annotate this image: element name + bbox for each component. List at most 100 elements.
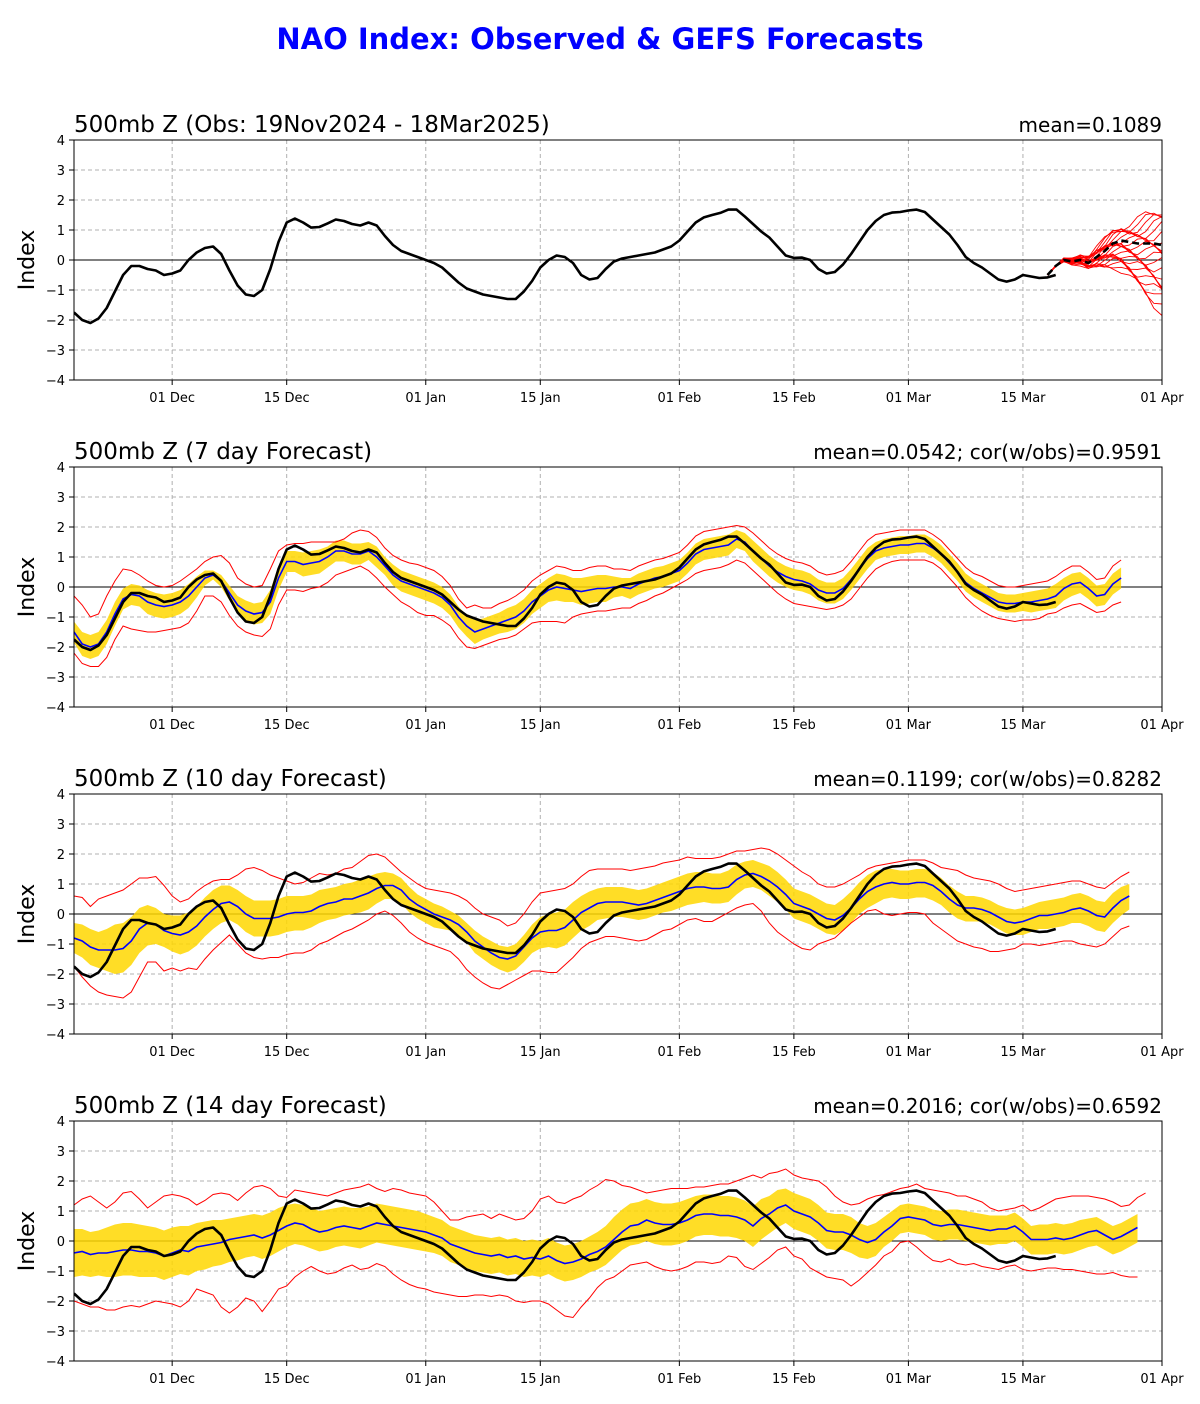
- x-tick-label: 15 Jan: [520, 1372, 561, 1387]
- y-tick-label: −2: [46, 314, 65, 329]
- observed-line: [74, 1189, 1057, 1306]
- ensemble-member-line: [1047, 214, 1162, 276]
- panel-plot-area: [74, 1168, 1146, 1319]
- panel-title: 500mb Z (Obs: 19Nov2024 - 18Mar2025): [74, 112, 550, 138]
- ensemble-member-line: [1047, 261, 1162, 295]
- panel-frame: [73, 1120, 1163, 1362]
- y-tick-label: 0: [57, 1235, 65, 1250]
- x-tick-label: 15 Dec: [264, 1372, 310, 1387]
- x-tick-label: 15 Mar: [1000, 391, 1046, 406]
- y-tick-label: −1: [46, 938, 65, 953]
- y-tick-label: 1: [57, 878, 65, 893]
- envelope-upper-line: [74, 1168, 1146, 1221]
- x-tick-label: 01 Dec: [149, 1045, 195, 1060]
- y-tick-label: −2: [46, 968, 65, 983]
- y-tick-label: 4: [57, 1115, 65, 1130]
- y-tick-label: −4: [46, 374, 65, 389]
- panel-frame: [73, 466, 1163, 708]
- y-tick-label: 2: [57, 194, 65, 209]
- y-tick-label: −4: [46, 701, 65, 716]
- x-tick-label: 01 Apr: [1140, 1045, 1184, 1060]
- y-tick-label: 3: [57, 164, 65, 179]
- ensemble-mean-line: [74, 1204, 1138, 1265]
- y-tick-label: −3: [46, 1325, 65, 1340]
- y-tick-label: 2: [57, 848, 65, 863]
- x-tick-label: 01 Mar: [886, 1372, 932, 1387]
- y-tick-label: −2: [46, 1295, 65, 1310]
- y-axis-label: Index: [15, 230, 40, 291]
- x-tick-label: 01 Dec: [149, 718, 195, 733]
- panel-frame: [73, 139, 1163, 381]
- x-tick-label: 15 Jan: [520, 718, 561, 733]
- y-tick-label: −2: [46, 641, 65, 656]
- ensemble-member-line: [1047, 259, 1162, 316]
- spread-band: [74, 530, 1122, 659]
- panel-stat: mean=0.1199; cor(w/obs)=0.8282: [813, 767, 1162, 791]
- y-tick-label: 0: [57, 581, 65, 596]
- y-tick-label: 1: [57, 1205, 65, 1220]
- x-tick-label: 15 Mar: [1000, 1045, 1046, 1060]
- x-tick-label: 15 Jan: [520, 1045, 561, 1060]
- x-tick-label: 01 Feb: [658, 718, 702, 733]
- x-tick-label: 15 Feb: [772, 1372, 816, 1387]
- y-tick-label: 1: [57, 551, 65, 566]
- y-tick-label: −1: [46, 611, 65, 626]
- y-tick-label: 2: [57, 1175, 65, 1190]
- x-tick-label: 01 Feb: [658, 391, 702, 406]
- y-axis-label: Index: [15, 1211, 40, 1272]
- envelope-upper-line: [74, 847, 1130, 927]
- y-tick-label: 0: [57, 254, 65, 269]
- x-tick-label: 15 Mar: [1000, 718, 1046, 733]
- y-axis-label: Index: [15, 884, 40, 945]
- x-tick-label: 01 Apr: [1140, 391, 1184, 406]
- y-tick-label: −1: [46, 1265, 65, 1280]
- x-tick-label: 01 Dec: [149, 391, 195, 406]
- panel-stat: mean=0.2016; cor(w/obs)=0.6592: [813, 1094, 1162, 1118]
- x-tick-label: 15 Jan: [520, 391, 561, 406]
- x-tick-label: 01 Apr: [1140, 1372, 1184, 1387]
- panel-title: 500mb Z (14 day Forecast): [74, 1093, 387, 1119]
- x-tick-label: 01 Feb: [658, 1045, 702, 1060]
- envelope-lower-line: [74, 1240, 1138, 1319]
- x-tick-label: 15 Dec: [264, 718, 310, 733]
- y-tick-label: −4: [46, 1028, 65, 1043]
- x-tick-label: 01 Feb: [658, 1372, 702, 1387]
- observed-line: [74, 208, 1057, 325]
- panel-1: 500mb Z (Obs: 19Nov2024 - 18Mar2025) mean…: [15, 112, 1184, 406]
- panel-plot-area: [74, 524, 1122, 667]
- envelope-lower-line: [74, 559, 1122, 667]
- observed-line: [74, 535, 1057, 652]
- y-tick-label: −3: [46, 344, 65, 359]
- x-tick-label: 15 Dec: [264, 391, 310, 406]
- y-tick-label: 3: [57, 1145, 65, 1160]
- y-tick-label: 4: [57, 134, 65, 149]
- spread-band: [74, 1188, 1138, 1282]
- ensemble-member-line: [1047, 257, 1162, 290]
- x-tick-label: 01 Mar: [886, 391, 932, 406]
- panel-4: 500mb Z (14 day Forecast) mean=0.2016; co…: [15, 1093, 1184, 1387]
- y-axis-label: Index: [15, 557, 40, 618]
- panel-frame: [73, 793, 1163, 1035]
- x-tick-label: 15 Feb: [772, 1045, 816, 1060]
- y-tick-label: 0: [57, 908, 65, 923]
- x-tick-label: 01 Jan: [405, 718, 446, 733]
- envelope-upper-line: [74, 524, 1122, 618]
- panel-title: 500mb Z (7 day Forecast): [74, 439, 372, 465]
- y-tick-label: −3: [46, 671, 65, 686]
- x-tick-label: 01 Jan: [405, 391, 446, 406]
- x-tick-label: 15 Dec: [264, 1045, 310, 1060]
- panel-plot-area: [74, 847, 1130, 999]
- main-title: NAO Index: Observed & GEFS Forecasts: [276, 22, 924, 56]
- y-tick-label: 3: [57, 818, 65, 833]
- y-tick-label: 3: [57, 491, 65, 506]
- y-tick-label: −1: [46, 284, 65, 299]
- panel-stat: mean=0.1089: [1019, 113, 1162, 137]
- y-tick-label: −3: [46, 998, 65, 1013]
- panel-plot-area: [74, 208, 1162, 325]
- y-tick-label: 2: [57, 521, 65, 536]
- x-tick-label: 15 Mar: [1000, 1372, 1046, 1387]
- panel-2: 500mb Z (7 day Forecast) mean=0.0542; cor…: [15, 439, 1184, 733]
- y-tick-label: −4: [46, 1355, 65, 1370]
- y-tick-label: 4: [57, 788, 65, 803]
